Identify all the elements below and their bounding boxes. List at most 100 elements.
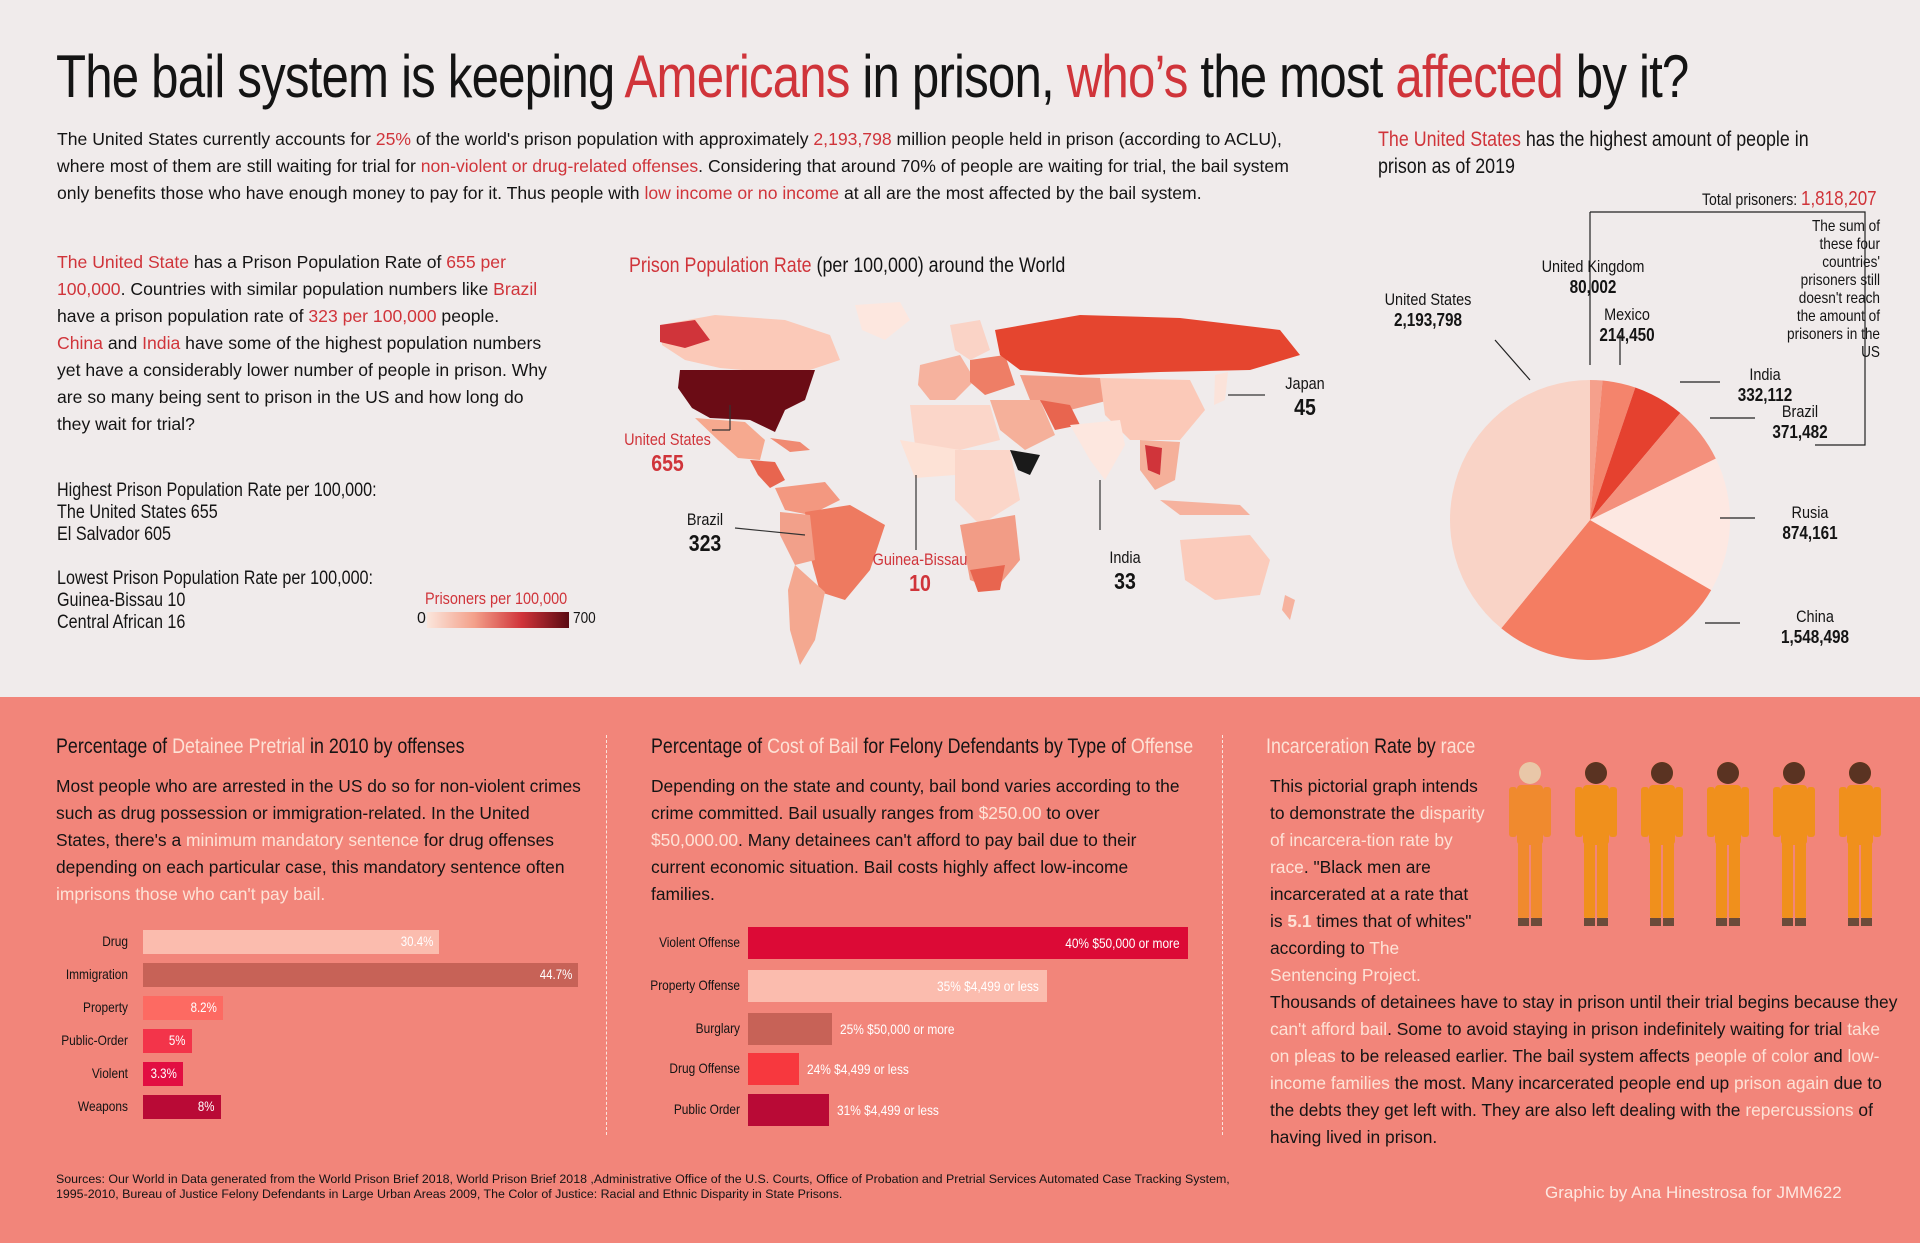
section1-paragraph: Most people who are arrested in the US d… bbox=[56, 776, 581, 904]
map-callout-india: India 33 bbox=[1109, 548, 1141, 594]
pie-label-mexico: Mexico 214,450 bbox=[1599, 305, 1655, 345]
map-title: Prison Population Rate (per 100,000) aro… bbox=[629, 254, 1066, 277]
map-region-scandinavia bbox=[950, 320, 990, 360]
bar: 8% bbox=[143, 1095, 221, 1119]
pie-label-united-states: United States 2,193,798 bbox=[1384, 290, 1472, 330]
bar-value-label: 35% $4,499 or less bbox=[937, 978, 1040, 994]
map-region-alaska bbox=[660, 320, 710, 348]
pie-leader-lines bbox=[1494, 211, 1866, 624]
map-region-thailand bbox=[1145, 445, 1162, 475]
pie-chart bbox=[1450, 380, 1730, 660]
title-highlight: who’s bbox=[1066, 43, 1189, 110]
bar: 8.2% bbox=[143, 996, 223, 1020]
title-text: in prison, bbox=[849, 43, 1067, 110]
map-region-usa bbox=[678, 370, 815, 432]
bar bbox=[748, 1053, 799, 1085]
bar: 5% bbox=[143, 1029, 192, 1053]
map-legend-gradient bbox=[427, 612, 569, 628]
pie-label-rusia: Rusia 874,161 bbox=[1782, 503, 1838, 543]
map-region-argentina-chile bbox=[788, 565, 825, 665]
map-region-eastern-europe bbox=[970, 355, 1015, 395]
map-callout-lines bbox=[712, 394, 1265, 550]
map-region-india bbox=[1070, 420, 1125, 480]
bar bbox=[748, 970, 1048, 1002]
map-callout-brazil: Brazil 323 bbox=[686, 510, 724, 556]
map-region-western-europe bbox=[918, 355, 975, 400]
intro-paragraph: The United States currently accounts for… bbox=[57, 129, 1289, 203]
bar-category-label: Burglary bbox=[695, 1020, 740, 1036]
map-region-indonesia bbox=[1160, 500, 1250, 515]
bar-category-label: Property Offense bbox=[650, 977, 740, 993]
pie-slice-rusia bbox=[1590, 458, 1730, 591]
bar-value-label: 44.7% bbox=[539, 967, 572, 982]
figure-black bbox=[1773, 762, 1815, 926]
bar: 44.7% bbox=[143, 963, 578, 987]
map-region-caribbean bbox=[770, 438, 810, 452]
map-legend-title: Prisoners per 100,000 bbox=[425, 589, 568, 608]
section1-title: Percentage of Detainee Pretrial in 2010 … bbox=[56, 735, 465, 758]
lowest-item: Central African 16 bbox=[57, 612, 186, 633]
bar-category-label: Property bbox=[83, 999, 128, 1015]
section2-paragraph: Depending on the state and county, bail … bbox=[651, 776, 1180, 904]
bar-category-label: Drug Offense bbox=[669, 1060, 740, 1076]
pie-label-india: India 332,112 bbox=[1737, 365, 1793, 405]
pie-label-china: China 1,548,498 bbox=[1780, 607, 1850, 647]
map-region-south-africa bbox=[970, 565, 1005, 592]
map-region-china bbox=[1100, 378, 1205, 440]
map-region-brazil bbox=[805, 505, 885, 600]
bar-value-label: 25% $50,000 or more bbox=[839, 1021, 955, 1037]
map-region-new-zealand bbox=[1282, 595, 1295, 620]
page-title: The bail system is keeping Americans in … bbox=[56, 42, 1689, 111]
bar-value-label: 31% $4,499 or less bbox=[837, 1102, 940, 1118]
bar: 3.3% bbox=[143, 1062, 183, 1086]
map-region-central-america bbox=[750, 460, 785, 488]
pie-slice-china bbox=[1501, 520, 1712, 660]
title-highlight: affected bbox=[1395, 43, 1563, 110]
title-text: the most bbox=[1187, 43, 1396, 110]
bar-category-label: Public-Order bbox=[61, 1032, 128, 1048]
figure-black bbox=[1575, 762, 1617, 926]
pie-label-united-kingdom: United Kingdom 80,002 bbox=[1541, 257, 1645, 297]
pie-slice-india bbox=[1590, 387, 1681, 520]
bar-value-label: 3.3% bbox=[150, 1066, 177, 1081]
highest-rate-block: Highest Prison Population Rate per 100,0… bbox=[57, 480, 377, 546]
map-region-west-africa bbox=[900, 440, 960, 478]
credit-text: Graphic by Ana Hinestrosa for JMM622 bbox=[1545, 1183, 1842, 1202]
pie-total: Total prisoners: 1,818,207 bbox=[1702, 188, 1877, 210]
bar-value-label: 5% bbox=[169, 1033, 186, 1048]
map-callout-guinea-bissau: Guinea-Bissau 10 bbox=[872, 550, 968, 596]
bar-category-label: Violent bbox=[91, 1065, 128, 1081]
bar-value-label: 8.2% bbox=[190, 1000, 217, 1015]
map-legend-max: 700 bbox=[573, 610, 596, 627]
title-highlight: Americans bbox=[624, 43, 851, 110]
lowest-item: Guinea-Bissau 10 bbox=[57, 590, 186, 611]
world-map bbox=[660, 302, 1300, 665]
section-divider bbox=[606, 735, 607, 1135]
map-region-mexico bbox=[695, 418, 765, 460]
bar: 30.4% bbox=[143, 930, 439, 954]
section3-paragraph-1: This pictorial graph intends to demonstr… bbox=[1270, 776, 1485, 985]
map-region-horn-of-africa bbox=[1010, 450, 1040, 475]
map-region-peru-bolivia bbox=[780, 512, 815, 565]
bar bbox=[748, 1094, 830, 1126]
sources-text: Sources: Our World in Data generated fro… bbox=[56, 1172, 1230, 1201]
map-region-japan bbox=[1214, 372, 1228, 405]
bar-value-label: 8% bbox=[198, 1099, 215, 1114]
map-region-iran bbox=[1040, 400, 1080, 430]
map-region-canada bbox=[660, 315, 840, 372]
figure-white bbox=[1509, 762, 1551, 926]
left-paragraph: The United State has a Prison Population… bbox=[57, 252, 547, 434]
bar-value-label: 40% $50,000 or more bbox=[1065, 935, 1180, 951]
lowest-heading: Lowest Prison Population Rate per 100,00… bbox=[57, 568, 374, 589]
figure-black bbox=[1839, 762, 1881, 926]
pie-slice-brazil bbox=[1590, 413, 1716, 520]
figure-black bbox=[1641, 762, 1683, 926]
figure-black bbox=[1707, 762, 1749, 926]
map-region-middle-east bbox=[990, 400, 1055, 450]
highest-item: The United States 655 bbox=[57, 502, 218, 523]
bar-value-label: 30.4% bbox=[400, 934, 433, 949]
pie-slice-mexico bbox=[1590, 380, 1636, 520]
map-region-russia bbox=[995, 315, 1300, 375]
map-region-north-africa bbox=[910, 405, 1000, 450]
highest-heading: Highest Prison Population Rate per 100,0… bbox=[57, 480, 377, 501]
